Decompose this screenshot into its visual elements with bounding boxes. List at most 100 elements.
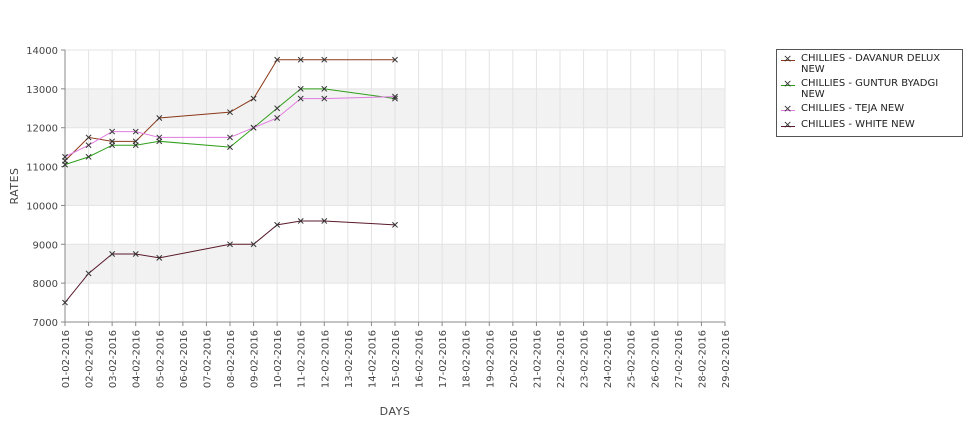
legend-label: CHILLIES - DAVANUR DELUX NEW [801,53,940,75]
y-tick-label: 14000 [26,46,58,57]
x-tick-label: 17-02-2016 [438,330,449,388]
y-axis-title: RATES [8,167,21,204]
legend-cross-icon: × [783,77,793,90]
x-tick-label: 03-02-2016 [108,330,119,388]
legend-marker: × [781,77,795,91]
data-point [297,56,304,63]
series [62,56,398,164]
x-tick-label: 02-02-2016 [85,330,96,388]
x-tick-label: 11-02-2016 [297,330,308,388]
data-point [392,56,398,63]
data-point [227,134,233,141]
legend-line [781,60,795,61]
x-tick-label: 08-02-2016 [226,330,237,388]
data-point [392,221,398,228]
x-tick-label: 24-02-2016 [603,330,614,388]
data-point [156,134,163,141]
x-tick-label: 09-02-2016 [250,330,261,388]
data-point [85,270,92,277]
legend-item: × CHILLIES - DAVANUR DELUX NEW [777,53,962,78]
legend-label-line: CHILLIES - TEJA NEW [801,103,905,114]
x-tick-label: 29-02-2016 [721,330,732,388]
data-point [227,144,233,151]
data-point [227,241,233,248]
data-point [227,109,233,116]
x-axis-title: DAYS [380,405,411,418]
data-point [297,218,304,224]
x-tick-label: 22-02-2016 [556,330,567,388]
x-tick-label: 06-02-2016 [179,330,190,388]
y-tick-label: 10000 [26,201,58,212]
data-point [274,221,281,228]
data-point [274,105,281,112]
x-tick-label: 19-02-2016 [485,330,496,388]
legend-line [781,85,795,86]
data-point [297,85,304,92]
x-tick-label: 10-02-2016 [273,330,284,388]
legend-label: CHILLIES - TEJA NEW [801,103,904,114]
legend-label: CHILLIES - GUNTUR BYADGI NEW [801,78,938,100]
x-tick-label: 26-02-2016 [650,330,661,388]
x-tick-label: 14-02-2016 [367,330,378,388]
series [62,93,398,160]
data-point [62,153,68,160]
legend-cross-icon: × [783,118,793,131]
data-point [392,93,398,100]
y-tick-label: 7000 [33,318,58,329]
data-point [321,56,328,63]
data-point [109,142,116,149]
data-point [156,254,163,261]
legend-item: × CHILLIES - WHITE NEW [777,119,962,135]
y-tick-labels: 7000 8000 9000 10000 11000 12000 13000 14000 [26,46,65,329]
legend-label-line: NEW [801,64,825,75]
data-point [274,56,281,63]
y-tick-label: 9000 [33,240,58,251]
x-tick-label: 27-02-2016 [674,330,685,388]
x-tick-label: 21-02-2016 [532,330,543,388]
x-tick-label: 12-02-2016 [320,330,331,388]
legend-item: × CHILLIES - TEJA NEW [777,103,962,119]
x-tick-label: 18-02-2016 [462,330,473,388]
y-tick-label: 12000 [26,124,58,135]
x-tick-label: 04-02-2016 [132,330,143,388]
legend-marker: × [781,102,795,116]
legend-marker: × [781,118,795,132]
legend-line [781,110,795,111]
data-point [109,128,116,135]
data-point [109,251,116,257]
data-point [62,161,68,168]
legend-marker: × [781,52,795,66]
data-point [132,251,139,257]
legend-cross-icon: × [783,102,793,115]
y-tick-label: 13000 [26,85,58,96]
x-tick-labels: 01-02-2016 02-02-2016 03-02-2016 04-02-2016… [61,322,732,388]
x-tick-label: 13-02-2016 [344,330,355,388]
legend-label: CHILLIES - WHITE NEW [801,119,915,130]
data-point [85,153,92,160]
legend-item: × CHILLIES - GUNTUR BYADGI NEW [777,78,962,103]
x-tick-label: 25-02-2016 [627,330,638,388]
x-tick-label: 28-02-2016 [697,330,708,388]
data-point [250,95,257,102]
x-tick-label: 07-02-2016 [202,330,213,388]
x-tick-label: 23-02-2016 [580,330,591,388]
y-tick-label: 11000 [26,163,58,174]
legend-cross-icon: × [783,52,793,65]
x-tick-label: 16-02-2016 [415,330,426,388]
series [62,218,398,306]
x-tick-label: 20-02-2016 [509,330,520,388]
data-point [132,128,139,135]
y-tick-label: 8000 [33,279,58,290]
x-tick-label: 01-02-2016 [61,330,72,388]
x-tick-label: 15-02-2016 [391,330,402,388]
data-point [132,142,139,149]
series-group [62,56,398,306]
data-point [85,134,92,141]
legend-label-line: NEW [801,89,825,100]
series [62,85,398,168]
x-tick-label: 05-02-2016 [155,330,166,388]
data-point [274,115,281,121]
data-point [62,299,68,306]
